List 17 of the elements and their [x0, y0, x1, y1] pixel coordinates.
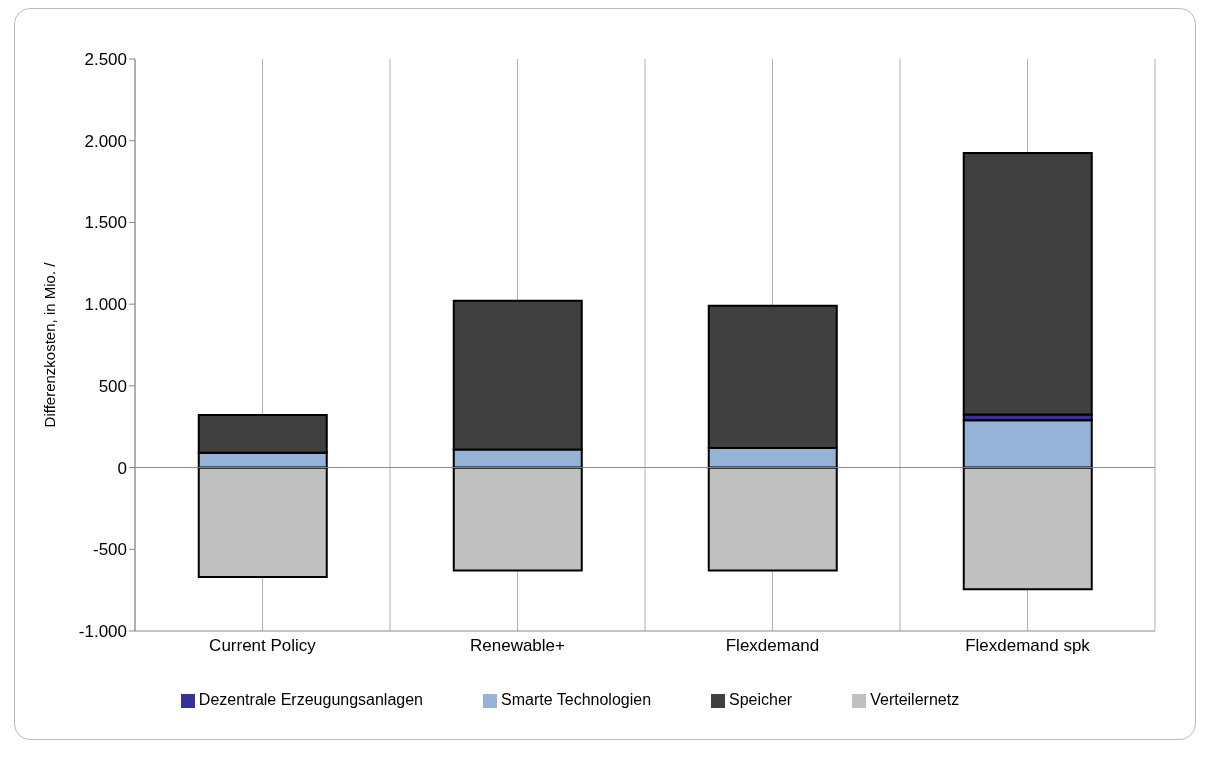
- legend-label: Smarte Technologien: [501, 691, 652, 708]
- y-tick-label: 0: [117, 458, 127, 478]
- y-tick-label: 500: [98, 376, 127, 396]
- y-axis-title: Differenzkosten, in Mio. /: [41, 261, 59, 428]
- y-tick-label: 1.000: [84, 295, 127, 315]
- legend-label: Speicher: [729, 691, 793, 708]
- y-tick-label: 2.500: [84, 50, 127, 70]
- x-tick-label: Renewable+: [470, 636, 566, 656]
- y-tick-label: 2.000: [84, 131, 127, 151]
- legend-label: Dezentrale Erzeugungsanlagen: [198, 691, 424, 708]
- x-tick-label: Current Policy: [209, 636, 317, 656]
- y-tick-label: 1.500: [84, 213, 127, 233]
- y-tick-label: -1.000: [78, 622, 127, 642]
- legend-label: Verteilernetz: [870, 691, 960, 708]
- y-tick-label: -500: [92, 540, 127, 560]
- x-tick-label: Flexdemand: [725, 636, 820, 656]
- x-tick-label: Flexdemand spk: [965, 636, 1091, 656]
